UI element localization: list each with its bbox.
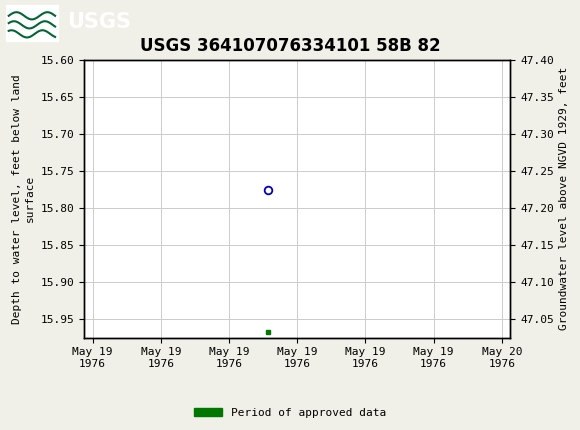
- Text: USGS 364107076334101 58B 82: USGS 364107076334101 58B 82: [140, 37, 440, 55]
- Legend: Period of approved data: Period of approved data: [190, 403, 390, 422]
- Bar: [6, 4, 58, 41]
- Text: USGS: USGS: [67, 12, 130, 32]
- Y-axis label: Depth to water level, feet below land
surface: Depth to water level, feet below land su…: [12, 74, 35, 324]
- Y-axis label: Groundwater level above NGVD 1929, feet: Groundwater level above NGVD 1929, feet: [560, 67, 570, 331]
